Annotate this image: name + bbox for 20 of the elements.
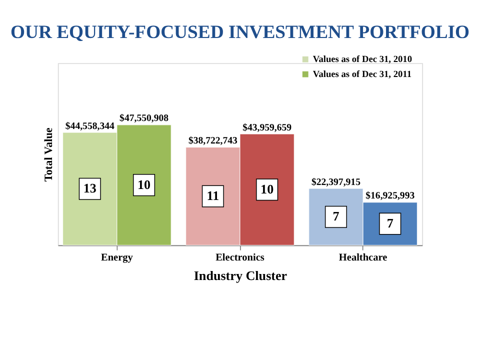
annotation: 10 — [260, 181, 274, 196]
data-label: $44,558,344 — [65, 120, 114, 132]
chart-title: OUR EQUITY-FOCUSED INVESTMENT PORTFOLIO — [10, 22, 470, 43]
data-label: $47,550,908 — [120, 113, 169, 124]
data-label: $22,397,915 — [311, 176, 361, 188]
annotation: 10 — [137, 176, 152, 192]
annotation: 11 — [206, 188, 220, 203]
data-label: $38,722,743 — [188, 136, 238, 147]
legend-label: Values as of Dec 31, 2011 — [312, 70, 412, 80]
x-tick-label: Energy — [100, 252, 134, 264]
annotation: 13 — [83, 180, 97, 196]
annotation: 7 — [332, 208, 340, 224]
y-axis-title: Total Value — [42, 128, 55, 182]
data-label: $43,959,659 — [242, 122, 292, 134]
x-tick-label: Electronics — [216, 252, 264, 264]
x-tick-label: Healthcare — [338, 252, 388, 264]
x-axis-title: Industry Cluster — [194, 268, 288, 284]
annotation: 7 — [386, 216, 394, 231]
data-label: $16,925,993 — [366, 190, 415, 202]
legend-label: Values as of Dec 31, 2010 — [312, 55, 412, 66]
